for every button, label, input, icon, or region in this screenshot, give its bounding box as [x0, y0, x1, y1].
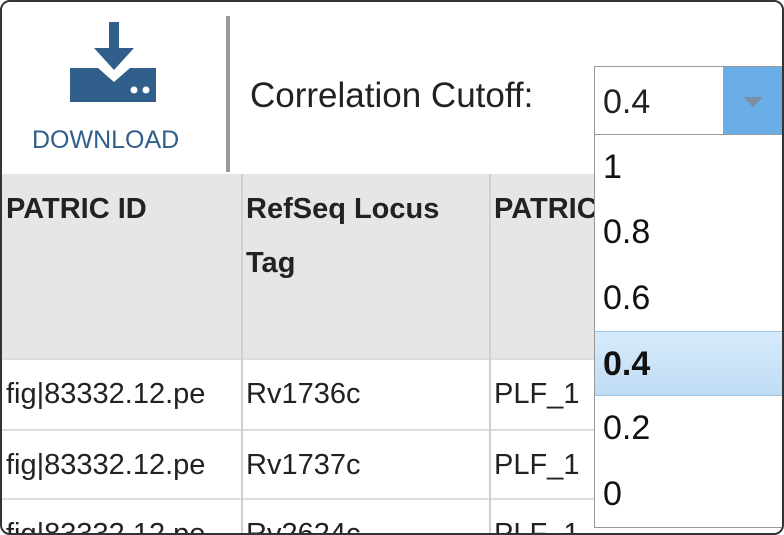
column-divider — [241, 174, 243, 533]
dropdown-button[interactable] — [723, 67, 782, 135]
separator — [226, 16, 230, 172]
table-cell: fig|83332.12.pe — [6, 518, 206, 535]
table-cell: Rv2624c — [246, 518, 361, 535]
table-cell: PLF_1 — [494, 449, 580, 481]
download-icon[interactable] — [68, 22, 158, 104]
table-cell: PLF_1 — [494, 378, 580, 410]
dropdown-option[interactable]: 0.2 — [603, 409, 651, 448]
row-divider — [2, 429, 782, 431]
dropdown-option[interactable]: 0.4 — [595, 330, 782, 396]
cutoff-label: Correlation Cutoff: — [250, 76, 534, 115]
table-cell: fig|83332.12.pe — [6, 449, 206, 481]
table-cell: fig|83332.12.pe — [6, 378, 206, 410]
dropdown-arrow — [743, 97, 763, 107]
row-divider — [2, 358, 782, 360]
table-cell: Rv1737c — [246, 449, 361, 481]
column-header[interactable]: RefSeq Locus Tag — [246, 193, 440, 279]
dropdown-option[interactable]: 0 — [603, 474, 622, 513]
dropdown-option[interactable]: 0.8 — [603, 213, 651, 252]
selected-value[interactable]: 0.4 — [603, 83, 651, 121]
cutoff-select[interactable]: 0.4 — [594, 66, 782, 136]
dropdown-option[interactable]: 0.6 — [603, 278, 651, 317]
dropdown-option[interactable]: 1 — [603, 148, 622, 186]
table-cell: PLF_1 — [494, 518, 580, 535]
row-divider — [2, 498, 782, 500]
column-header[interactable]: PATRIC ID — [6, 193, 147, 225]
download-label[interactable]: DOWNLOAD — [32, 126, 180, 154]
column-divider — [489, 174, 491, 533]
dropdown-list: 1 0.8 0.6 0.4 0.2 0 — [594, 134, 782, 528]
table-cell: Rv1736c — [246, 378, 361, 410]
